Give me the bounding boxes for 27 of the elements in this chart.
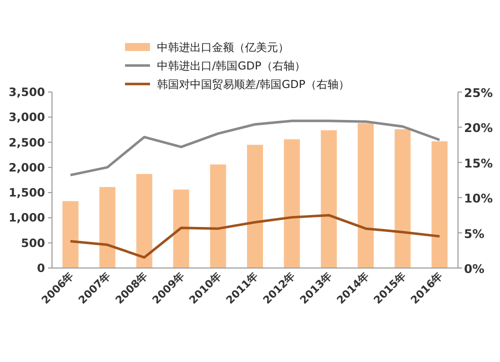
bar bbox=[136, 174, 152, 268]
y2-tick-label: 15% bbox=[464, 156, 493, 170]
bar bbox=[210, 164, 226, 268]
bar bbox=[320, 130, 337, 268]
y2-tick-label: 20% bbox=[464, 121, 493, 136]
bar bbox=[432, 141, 448, 268]
y-tick-label: 3,500 bbox=[8, 85, 45, 99]
y2-tick-label: 25% bbox=[464, 86, 493, 100]
bar bbox=[173, 190, 190, 268]
y-tick-label: 500 bbox=[20, 236, 45, 250]
bar bbox=[62, 201, 78, 268]
bar bbox=[247, 144, 263, 268]
bar bbox=[284, 139, 300, 268]
bar bbox=[99, 187, 116, 268]
legend-label: 中韩进出口/韩国GDP（右轴） bbox=[157, 60, 306, 72]
legend-label: 中韩进出口金额（亿美元） bbox=[157, 41, 289, 54]
y2-tick-label: 5% bbox=[464, 226, 484, 241]
y-tick-label: 2,000 bbox=[8, 160, 45, 174]
y-tick-label: 1,000 bbox=[8, 210, 45, 225]
y-tick-label: 3,000 bbox=[8, 110, 45, 124]
y-tick-label: 2,500 bbox=[8, 135, 45, 150]
y-tick-label: 0 bbox=[36, 261, 45, 275]
bar bbox=[358, 123, 374, 268]
y2-tick-label: 0% bbox=[464, 262, 484, 276]
bar bbox=[394, 129, 411, 268]
y-tick-label: 1,500 bbox=[8, 186, 45, 200]
y2-tick-label: 10% bbox=[464, 192, 493, 206]
